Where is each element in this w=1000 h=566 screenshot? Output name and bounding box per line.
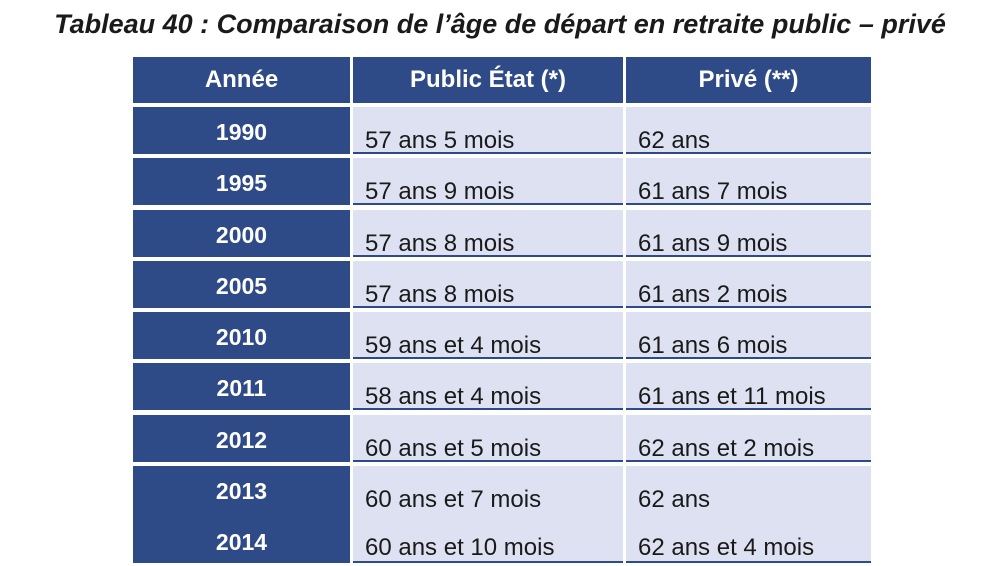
year-cell: 1995 bbox=[133, 158, 350, 206]
prive-cell-merged: 62 ans 62 ans et 4 mois bbox=[626, 466, 871, 564]
year-label: 2014 bbox=[215, 529, 268, 556]
year-cell-merged: 2013 2014 bbox=[133, 466, 350, 564]
table-row: 2011 58 ans et 4 mois 61 ans et 11 mois bbox=[133, 363, 871, 411]
header-public: Public État (*) bbox=[353, 57, 623, 103]
year-cell: 2005 bbox=[133, 260, 350, 308]
year-cell: 2010 bbox=[133, 312, 350, 360]
table-row-merged: 2013 2014 60 ans et 7 mois 60 ans et 10 … bbox=[133, 466, 871, 564]
year-cell: 2012 bbox=[133, 414, 350, 462]
prive-value: 62 ans bbox=[638, 486, 711, 514]
header-annee: Année bbox=[133, 57, 350, 103]
prive-cell: 62 ans et 2 mois bbox=[626, 414, 871, 462]
year-cell: 1990 bbox=[133, 107, 350, 154]
year-label: 2013 bbox=[215, 478, 268, 505]
public-cell: 57 ans 5 mois bbox=[353, 107, 623, 154]
table-title: Tableau 40 : Comparaison de l’âge de dép… bbox=[54, 9, 946, 39]
public-cell: 60 ans et 5 mois bbox=[353, 414, 623, 462]
table-row: 2010 59 ans et 4 mois 61 ans 6 mois bbox=[133, 312, 871, 360]
table-header-row: Année Public État (*) Privé (**) bbox=[133, 57, 871, 103]
prive-value: 62 ans et 4 mois bbox=[638, 534, 815, 562]
header-prive: Privé (**) bbox=[626, 57, 871, 103]
table-row: 1990 57 ans 5 mois 62 ans bbox=[133, 107, 871, 154]
prive-cell: 61 ans 2 mois bbox=[626, 260, 871, 308]
retirement-age-table: Année Public État (*) Privé (**) 1990 57… bbox=[133, 57, 871, 564]
public-cell-merged: 60 ans et 7 mois 60 ans et 10 mois bbox=[353, 466, 623, 564]
prive-cell: 61 ans 7 mois bbox=[626, 158, 871, 206]
public-value: 60 ans et 7 mois bbox=[365, 486, 542, 514]
prive-cell: 61 ans et 11 mois bbox=[626, 363, 871, 411]
prive-cell: 62 ans bbox=[626, 107, 871, 154]
public-value: 60 ans et 10 mois bbox=[365, 534, 555, 562]
table-row: 2000 57 ans 8 mois 61 ans 9 mois bbox=[133, 209, 871, 257]
public-cell: 57 ans 9 mois bbox=[353, 158, 623, 206]
year-cell: 2011 bbox=[133, 363, 350, 411]
public-cell: 58 ans et 4 mois bbox=[353, 363, 623, 411]
table-row: 2012 60 ans et 5 mois 62 ans et 2 mois bbox=[133, 414, 871, 462]
public-cell: 59 ans et 4 mois bbox=[353, 312, 623, 360]
public-cell: 57 ans 8 mois bbox=[353, 260, 623, 308]
table-row: 1995 57 ans 9 mois 61 ans 7 mois bbox=[133, 158, 871, 206]
table-row: 2005 57 ans 8 mois 61 ans 2 mois bbox=[133, 260, 871, 308]
prive-cell: 61 ans 6 mois bbox=[626, 312, 871, 360]
public-cell: 57 ans 8 mois bbox=[353, 209, 623, 257]
prive-cell: 61 ans 9 mois bbox=[626, 209, 871, 257]
year-cell: 2000 bbox=[133, 209, 350, 257]
